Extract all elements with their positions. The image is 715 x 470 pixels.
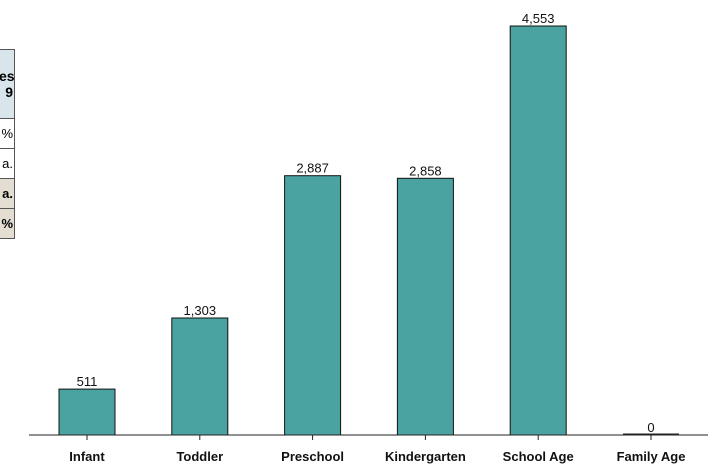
table-row: % [0,118,15,149]
table-cell: % [0,118,15,149]
x-tick-label: Toddler [176,449,223,464]
table-row: a. [0,148,15,179]
table-cell: % [0,208,15,239]
table-header-cell: es 9 [0,49,15,119]
bar [284,175,342,436]
x-ticks-layer [86,435,652,440]
bar [396,177,454,436]
table-header-row: es 9 [0,49,15,119]
data-label: 0 [647,420,654,435]
table-cell: a. [0,148,15,179]
bar [58,388,116,436]
x-tick-label: Family Age [617,449,686,464]
x-tick-label: Kindergarten [385,449,466,464]
table-header-text: es 9 [0,68,15,100]
data-label: 4,553 [522,11,555,26]
partial-data-table: es 9 % a. a. % [0,49,15,239]
x-tick-label: Preschool [281,449,344,464]
x-tick-label: School Age [503,449,574,464]
table-cell: a. [0,178,15,209]
bar [171,317,229,436]
bars-layer [58,25,679,436]
bar [509,25,567,436]
x-tick-label: Infant [69,449,105,464]
table-row: a. [0,178,15,209]
data-label: 1,303 [184,303,217,318]
data-label: 2,858 [409,163,442,178]
data-label: 511 [77,374,98,389]
table-row: % [0,208,15,239]
labels-layer: 511 Infant 1,303 Toddler 2,887 Preschool 2,858… [69,11,685,464]
data-label: 2,887 [296,161,329,176]
